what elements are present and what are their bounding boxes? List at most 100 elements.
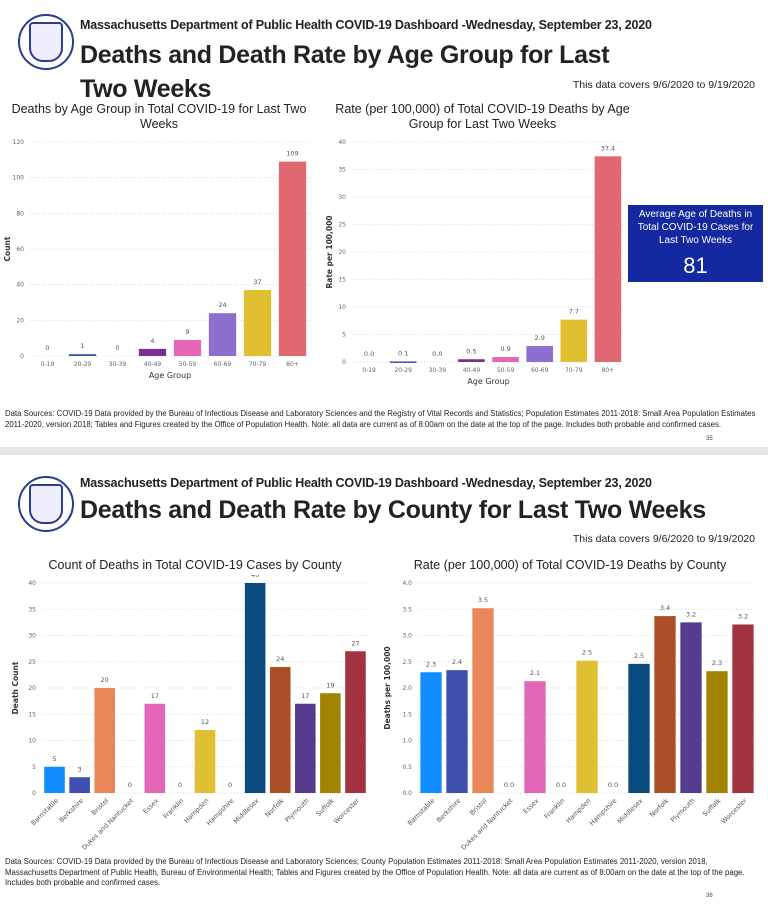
x-axis-label: Age Group <box>467 377 509 386</box>
data-label: 3.2 <box>738 612 748 620</box>
page-number: 35 <box>706 436 713 442</box>
x-tick-label: 20-29 <box>394 367 412 374</box>
data-label: 27 <box>351 639 359 647</box>
data-label: 3.5 <box>478 596 488 604</box>
average-age-label: Average Age of Deaths in Total COVID-19 … <box>637 209 754 246</box>
bar-berkshire <box>446 670 468 793</box>
x-tick-label: 0-19 <box>362 367 376 374</box>
y-tick-label: 0.5 <box>402 764 412 771</box>
dashboard-header: Massachusetts Department of Public Healt… <box>80 18 652 32</box>
y-axis-label: Rate per 100,000 <box>325 215 334 288</box>
data-label: 0.0 <box>608 781 618 789</box>
x-tick-label: Suffolk <box>314 797 336 819</box>
data-label: 0 <box>115 344 119 352</box>
bar-norfolk <box>269 667 291 793</box>
chart-title: Deaths by Age Group in Total COVID-19 fo… <box>11 102 307 131</box>
y-tick-label: 40 <box>28 580 36 587</box>
bar-80- <box>278 161 307 356</box>
data-label: 7.7 <box>569 308 579 316</box>
bar-suffolk <box>706 671 728 793</box>
x-tick-label: Bristol <box>90 797 110 817</box>
x-tick-label: 70-79 <box>249 361 267 368</box>
x-tick-label: Franklin <box>543 797 567 821</box>
x-tick-label: Essex <box>141 797 160 816</box>
bar-barnstable <box>44 766 65 793</box>
data-label: 0.9 <box>500 345 510 353</box>
y-tick-label: 4.0 <box>402 580 412 587</box>
x-tick-label: Worcester <box>332 797 361 826</box>
dph-seal-logo <box>18 476 74 532</box>
data-label: 2.3 <box>426 660 436 668</box>
data-label: 9 <box>185 328 189 336</box>
data-label: 3.2 <box>686 610 696 618</box>
bar-20-29 <box>68 354 97 356</box>
y-tick-label: 0 <box>32 790 36 797</box>
y-tick-label: 0 <box>20 353 24 360</box>
bar-essex <box>144 703 166 793</box>
bar-worcester <box>345 651 366 793</box>
y-tick-label: 2.5 <box>402 659 412 666</box>
y-tick-label: 20 <box>338 249 346 256</box>
bar-middlesex <box>628 663 650 793</box>
data-label: 20 <box>101 676 109 684</box>
x-tick-label: Bristol <box>468 797 488 817</box>
dashboard-header: Massachusetts Department of Public Healt… <box>80 476 652 490</box>
bar-bristol <box>94 688 115 793</box>
x-tick-label: Dukes and Nantucket <box>459 796 514 850</box>
y-tick-label: 15 <box>28 711 36 718</box>
data-label: 19 <box>326 681 334 689</box>
x-tick-label: Barnstable <box>30 797 60 827</box>
y-tick-label: 35 <box>28 606 36 613</box>
y-tick-label: 10 <box>338 304 346 311</box>
footnote: Data Sources: COVID-19 Data provided by … <box>5 409 756 429</box>
bar-70-79 <box>560 319 588 362</box>
x-tick-label: Middlesex <box>616 797 645 826</box>
x-tick-label: 50-59 <box>179 361 197 368</box>
average-age-card: Average Age of Deaths in Total COVID-19 … <box>628 205 763 282</box>
x-tick-label: 20-29 <box>74 361 92 368</box>
data-label: 0.0 <box>556 781 566 789</box>
x-tick-label: Plymouth <box>669 797 696 824</box>
bar-middlesex <box>244 583 266 793</box>
chart-county-count: 0 5 10 15 20 25 30 35 40 Death Count 5 Barnstable 3 B… <box>11 575 368 850</box>
y-tick-label: 5 <box>342 332 346 339</box>
bar-hampden <box>576 660 598 793</box>
bar-hampden <box>194 730 216 793</box>
x-tick-label: 0-19 <box>41 361 55 368</box>
data-label: 0 <box>128 781 132 789</box>
bar-40-49 <box>458 359 485 362</box>
y-tick-label: 15 <box>338 277 346 284</box>
y-tick-label: 40 <box>338 139 346 146</box>
x-tick-label: Norfolk <box>263 797 285 819</box>
data-label: 0.1 <box>398 349 408 357</box>
x-tick-label: Hampshire <box>588 797 619 828</box>
y-tick-label: 30 <box>28 633 36 640</box>
dph-seal-logo <box>18 14 74 70</box>
chart-title: Rate (per 100,000) of Total COVID-19 Dea… <box>335 102 630 131</box>
chart-age-rate: 0 5 10 15 20 25 30 35 40 Rate per 100,000 Age Grou… <box>325 139 625 386</box>
average-age-value: 81 <box>683 253 708 278</box>
data-label: 2.5 <box>634 652 644 660</box>
data-label: 2.3 <box>712 659 722 667</box>
bar-60-69 <box>526 346 553 362</box>
x-tick-label: 40-49 <box>463 367 481 374</box>
y-tick-label: 120 <box>13 139 25 146</box>
data-label: 2.9 <box>535 334 545 342</box>
data-label: 0.0 <box>432 350 442 358</box>
y-tick-label: 1.5 <box>402 711 412 718</box>
data-label: 4 <box>150 337 154 345</box>
bar-barnstable <box>420 672 442 793</box>
data-label: 0.0 <box>504 781 514 789</box>
coverage-note: This data covers 9/6/2020 to 9/19/2020 <box>572 79 755 91</box>
data-label: 5 <box>52 755 56 763</box>
bar-20-29 <box>389 361 417 363</box>
data-label: 17 <box>301 692 309 700</box>
data-label: 0.5 <box>466 347 476 355</box>
y-tick-label: 40 <box>16 282 24 289</box>
y-tick-label: 20 <box>28 685 36 692</box>
footnote: Data Sources: COVID-19 Data provided by … <box>5 857 745 887</box>
bar-40-49 <box>138 348 167 356</box>
x-tick-label: 80+ <box>286 361 299 368</box>
chart-county-rate: 0.0 0.5 1.0 1.5 2.0 2.5 3.0 3.5 4.0 Deaths per 10… <box>383 580 756 850</box>
